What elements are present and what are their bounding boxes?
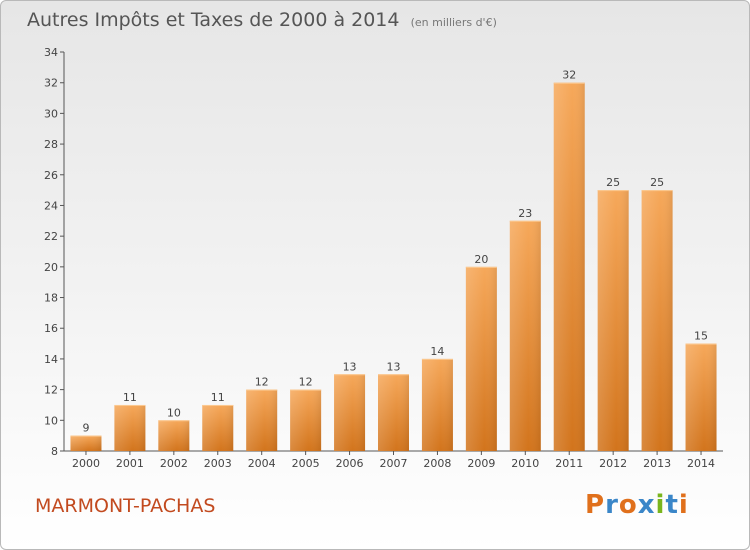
x-tick-label: 2014 — [687, 457, 715, 470]
y-tick-label: 32 — [44, 77, 58, 90]
y-tick-label: 10 — [44, 414, 58, 427]
data-label-2001: 11 — [123, 391, 137, 404]
bar-shade-2005 — [290, 389, 322, 451]
bar-shade-2000 — [70, 435, 102, 451]
x-tick-label: 2001 — [116, 457, 144, 470]
chart-subtitle: (en milliers d'€) — [410, 16, 497, 29]
data-label-2008: 14 — [430, 345, 444, 358]
x-tick-label: 2011 — [555, 457, 583, 470]
y-tick-label: 12 — [44, 384, 58, 397]
data-label-2006: 13 — [343, 360, 357, 373]
bar-shade-2004 — [246, 389, 278, 451]
logo-letter: o — [618, 490, 638, 520]
bar-shade-2010 — [509, 220, 541, 451]
bar-shade-2012 — [597, 190, 629, 451]
x-tick-label: 2002 — [160, 457, 188, 470]
x-tick-label: 2000 — [72, 457, 100, 470]
data-label-2010: 23 — [518, 207, 532, 220]
bar-shade-2002 — [158, 420, 190, 451]
logo-letter: r — [605, 490, 619, 520]
x-tick-label: 2003 — [204, 457, 232, 470]
bar-shade-2008 — [421, 358, 453, 451]
x-tick-label: 2005 — [292, 457, 320, 470]
logo-letter: i — [678, 490, 689, 520]
y-tick-label: 22 — [44, 230, 58, 243]
y-tick-label: 14 — [44, 353, 58, 366]
y-tick-label: 20 — [44, 261, 58, 274]
chart-title: Autres Impôts et Taxes de 2000 à 2014 — [27, 9, 400, 31]
y-tick-label: 18 — [44, 292, 58, 305]
x-tick-label: 2009 — [467, 457, 495, 470]
bar-shade-2006 — [334, 374, 366, 451]
y-tick-label: 30 — [44, 107, 58, 120]
bar-shade-2013 — [641, 190, 673, 451]
logo-letter: x — [637, 490, 656, 520]
y-tick-label: 16 — [44, 322, 58, 335]
bar-shade-2014 — [685, 343, 717, 451]
logo-letter: i — [655, 490, 666, 520]
bar-shade-2011 — [553, 82, 585, 451]
x-tick-label: 2008 — [423, 457, 451, 470]
logo-letter: t — [665, 490, 679, 520]
bar-shade-2007 — [378, 374, 409, 451]
data-label-2013: 25 — [650, 176, 664, 189]
proxiti-logo[interactable]: Proxiti — [585, 490, 689, 520]
data-label-2007: 13 — [387, 360, 401, 373]
data-label-2014: 15 — [694, 330, 708, 343]
commune-name: MARMONT-PACHAS — [35, 495, 216, 517]
data-label-2004: 12 — [255, 376, 269, 389]
y-tick-label: 28 — [44, 138, 58, 151]
x-tick-label: 2010 — [511, 457, 539, 470]
data-label-2012: 25 — [606, 176, 620, 189]
data-label-2009: 20 — [474, 253, 488, 266]
data-label-2005: 12 — [299, 376, 313, 389]
x-tick-label: 2004 — [248, 457, 276, 470]
x-tick-label: 2013 — [643, 457, 671, 470]
bar-shade-2009 — [465, 266, 497, 451]
data-label-2000: 9 — [82, 422, 89, 435]
bar-shade-2003 — [202, 404, 234, 451]
data-label-2011: 32 — [562, 69, 576, 82]
y-tick-label: 8 — [51, 445, 58, 458]
x-tick-label: 2007 — [380, 457, 408, 470]
bar-shade-2001 — [114, 404, 146, 451]
y-tick-label: 26 — [44, 169, 58, 182]
x-tick-label: 2012 — [599, 457, 627, 470]
x-tick-label: 2006 — [336, 457, 364, 470]
logo-letter: P — [585, 490, 606, 520]
chart-title-block: Autres Impôts et Taxes de 2000 à 2014 (e… — [27, 9, 497, 31]
y-tick-label: 24 — [44, 199, 58, 212]
data-label-2003: 11 — [211, 391, 225, 404]
y-tick-label: 34 — [44, 46, 58, 59]
data-label-2002: 10 — [167, 406, 181, 419]
